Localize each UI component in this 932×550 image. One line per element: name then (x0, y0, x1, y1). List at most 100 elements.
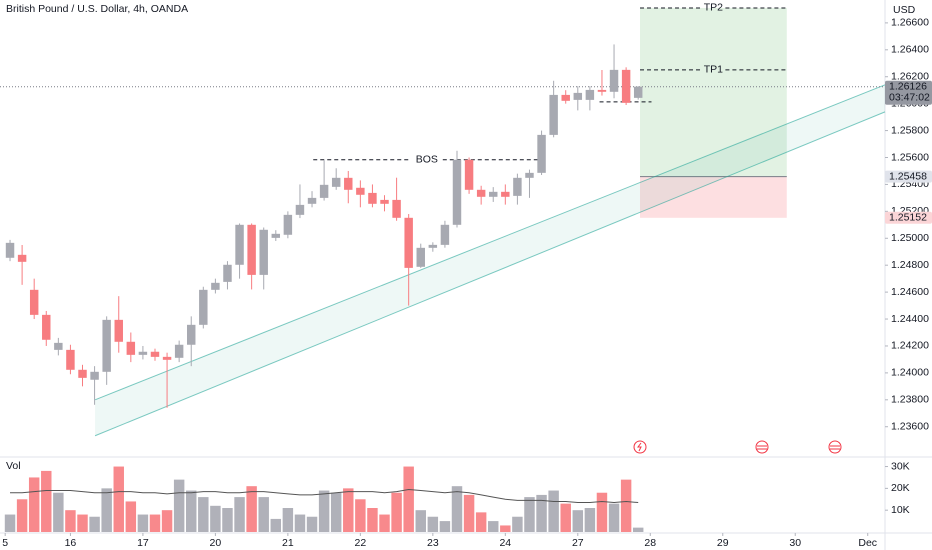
x-tick-label: 29 (717, 537, 729, 549)
volume-bar (125, 501, 137, 532)
candle-body (174, 344, 184, 358)
candle-body (513, 177, 522, 196)
candle-body (247, 224, 256, 275)
volume-bar (198, 497, 209, 532)
event-icon[interactable] (633, 440, 647, 454)
volume-bar (415, 510, 426, 532)
candle-body (223, 264, 232, 282)
volume-bar (246, 486, 257, 532)
x-tick-label: 17 (137, 537, 149, 549)
candle-body (283, 214, 293, 235)
candle-body (501, 191, 510, 197)
volume-bar (330, 492, 342, 532)
y-tick-label: 1.24600 (891, 286, 929, 298)
candle-body (489, 191, 498, 197)
candle-body (452, 159, 462, 225)
volume-bar (294, 514, 306, 532)
volume-bar (65, 510, 76, 532)
candle-body (42, 314, 51, 340)
loss-zone (640, 176, 787, 218)
candle-body (78, 369, 87, 378)
candle-body (199, 289, 208, 325)
candle-body (5, 242, 15, 258)
volume-bar (620, 479, 632, 532)
candle-body (585, 89, 595, 100)
volume-bar (379, 514, 390, 532)
volume-bar (28, 477, 40, 532)
candle-body (102, 319, 111, 372)
volume-bar (355, 499, 366, 532)
volume-bar (572, 510, 584, 532)
bos-label: BOS (416, 154, 438, 166)
candle-body (331, 177, 341, 187)
x-tick-label: 28 (644, 537, 656, 549)
volume-bar (89, 516, 100, 532)
channel-fill (95, 84, 886, 436)
candle-body (621, 69, 631, 103)
volume-tick-label: 10K (891, 504, 910, 516)
entry-badge-label: 1.25458 (889, 170, 927, 182)
y-tick-label: 1.26200 (891, 71, 929, 83)
y-tick-label: 1.24800 (891, 259, 929, 271)
candle-body (271, 233, 281, 238)
volume-bar (536, 494, 547, 532)
candle-body (29, 289, 39, 315)
event-icon[interactable] (755, 440, 769, 454)
volume-bar (524, 497, 535, 532)
volume-bar (4, 514, 16, 532)
volume-bar (475, 512, 487, 532)
channel-line (94, 84, 886, 401)
y-tick-label: 1.25000 (891, 232, 929, 244)
y-tick-label: 1.24400 (891, 313, 929, 325)
volume-bar (584, 508, 596, 532)
volume-bar (258, 497, 269, 532)
current-price-badge-label: 1.26126 (889, 80, 927, 92)
candle-body (114, 319, 123, 342)
candle-body (319, 184, 329, 198)
candle-body (54, 342, 63, 350)
volume-bar (403, 466, 414, 532)
tp1-label: TP1 (704, 64, 723, 76)
volume-bar (318, 490, 330, 532)
candle-body (187, 324, 196, 345)
x-tick-label: 16 (65, 537, 77, 549)
candle-body (356, 187, 365, 195)
x-tick-label: 20 (210, 537, 222, 549)
y-tick-label: 1.23800 (891, 394, 929, 406)
candle-body (126, 341, 136, 355)
candle-body (211, 282, 220, 290)
volume-bar (101, 488, 112, 532)
candle-body (464, 159, 474, 190)
candle-body (525, 172, 534, 178)
candle-body (561, 94, 570, 101)
candle-body (476, 189, 486, 197)
volume-bar (439, 521, 451, 532)
stop-badge (885, 211, 932, 224)
volume-bar (500, 525, 511, 532)
volume-tick-label: 30K (891, 460, 910, 472)
volume-tick-label: 20K (891, 482, 910, 494)
x-tick-label: 22 (355, 537, 367, 549)
volume-bar (367, 508, 378, 532)
y-tick-label: 1.24000 (891, 367, 929, 379)
volume-bar (137, 514, 149, 532)
x-tick-label: 23 (427, 537, 439, 549)
y-tick-label: 1.26400 (891, 44, 929, 56)
candle-body (573, 92, 583, 100)
volume-bar (391, 492, 402, 532)
volume-bar (512, 516, 523, 532)
candle-body (416, 247, 425, 267)
volume-label: Vol (6, 460, 21, 472)
y-tick-label: 1.23600 (891, 421, 929, 433)
candle-body (235, 224, 244, 265)
volume-bar (113, 466, 124, 532)
event-icon[interactable] (828, 440, 842, 454)
candle-body (549, 94, 558, 135)
candle-body (344, 177, 353, 190)
volume-bar (186, 490, 197, 532)
y-tick-label: 1.24200 (891, 340, 929, 352)
x-tick-label: Dec (858, 537, 877, 549)
volume-bar (173, 479, 185, 532)
